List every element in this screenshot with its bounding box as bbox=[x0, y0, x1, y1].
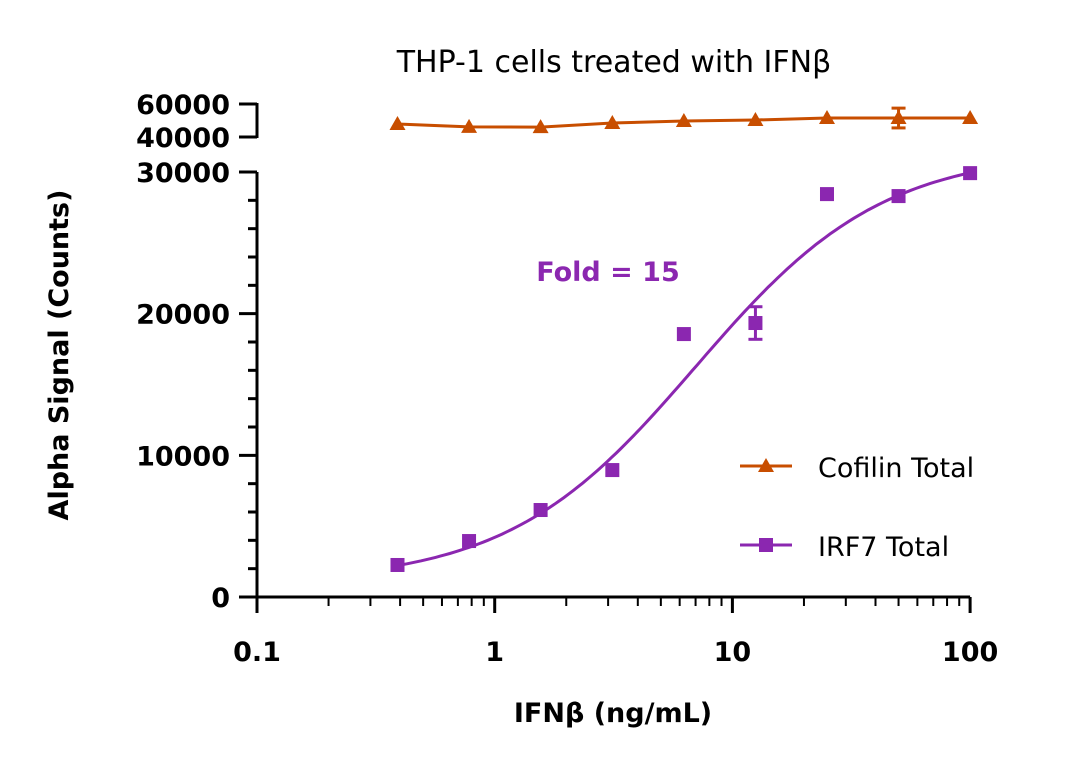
x-tick-label: 1 bbox=[485, 637, 504, 668]
y-axis-label: Alpha Signal (Counts) bbox=[44, 190, 75, 521]
data-point bbox=[676, 327, 691, 342]
data-point bbox=[604, 114, 621, 129]
data-point bbox=[819, 187, 834, 202]
legend-marker bbox=[758, 458, 774, 472]
series-irf7-total bbox=[390, 166, 978, 572]
chart-title: THP-1 cells treated with IFNβ bbox=[396, 45, 832, 80]
y-tick-label: 30000 bbox=[136, 158, 230, 189]
data-point bbox=[462, 534, 477, 549]
data-point bbox=[605, 463, 620, 478]
legend: Cofilin Total IRF7 Total bbox=[740, 453, 974, 563]
fold-annotation: Fold = 15 bbox=[536, 257, 679, 288]
data-point bbox=[532, 119, 549, 134]
y-tick-label: 0 bbox=[211, 583, 230, 614]
data-point bbox=[747, 112, 764, 127]
series-cofilin-total bbox=[389, 106, 979, 134]
data-point bbox=[389, 115, 406, 130]
data-point bbox=[533, 503, 548, 518]
data-point bbox=[818, 110, 835, 125]
x-axis-label: IFNβ (ng/mL) bbox=[514, 698, 712, 729]
data-point bbox=[962, 110, 979, 125]
x-tick-label: 10 bbox=[714, 637, 752, 668]
x-tick-label: 100 bbox=[942, 637, 998, 668]
data-point bbox=[390, 557, 405, 572]
y-tick-label: 40000 bbox=[136, 123, 230, 154]
data-point bbox=[963, 166, 978, 181]
y-tick-label: 20000 bbox=[136, 300, 230, 331]
data-point bbox=[890, 110, 907, 125]
plot-marks bbox=[389, 106, 979, 572]
data-point bbox=[748, 316, 763, 331]
x-tick-label: 0.1 bbox=[233, 637, 281, 668]
legend-marker bbox=[759, 538, 773, 552]
data-point bbox=[675, 112, 692, 127]
legend-label-cofilin: Cofilin Total bbox=[818, 453, 974, 484]
y-tick-label: 10000 bbox=[136, 441, 230, 472]
legend-label-irf7: IRF7 Total bbox=[818, 532, 949, 563]
y-tick-label: 60000 bbox=[136, 90, 230, 121]
data-point bbox=[461, 118, 478, 133]
fit-curve bbox=[397, 171, 969, 567]
data-point bbox=[891, 189, 906, 204]
